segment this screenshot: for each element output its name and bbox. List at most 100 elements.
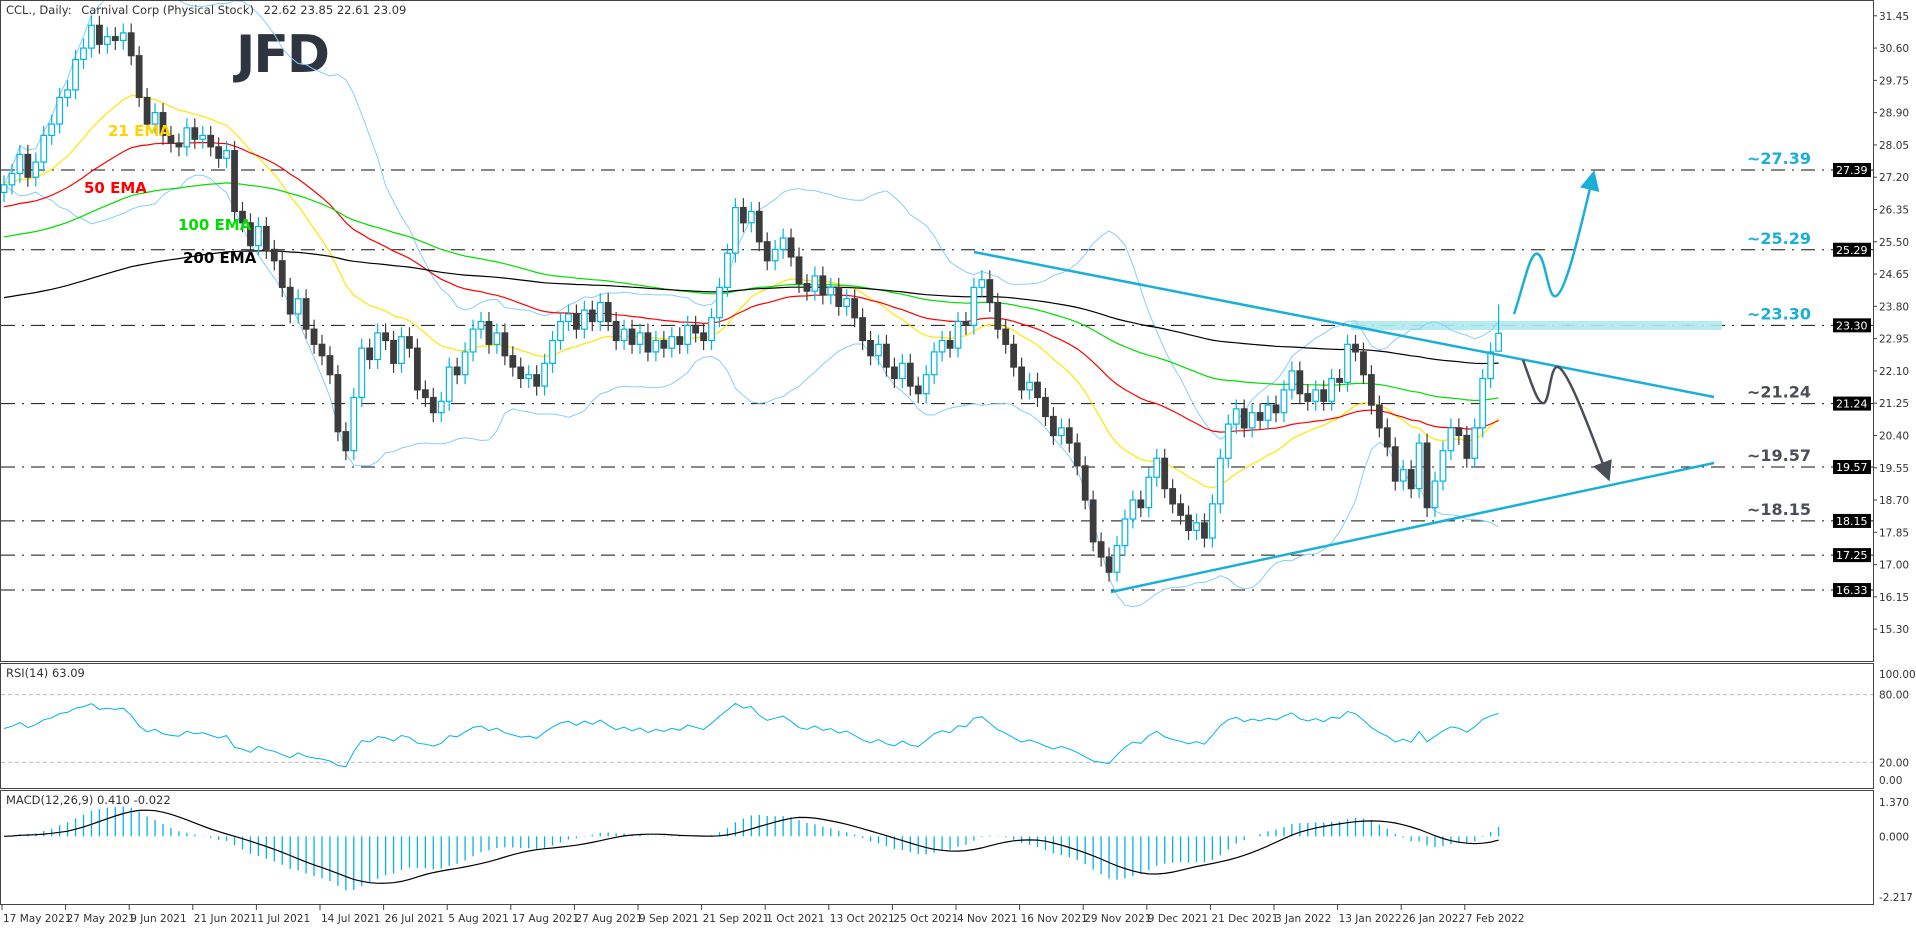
candle	[1280, 380, 1288, 423]
level-price-tag-text: 21.24	[1836, 398, 1868, 411]
candle	[604, 293, 612, 332]
level-price-tag	[1833, 583, 1871, 598]
candle	[374, 323, 382, 370]
price-tick-label: 23.80	[1879, 301, 1909, 313]
candle-body	[1312, 389, 1320, 402]
candle	[1081, 456, 1089, 510]
candle	[1232, 399, 1240, 434]
price-tick-label: 17.85	[1879, 527, 1909, 539]
candle	[390, 331, 397, 373]
candle-body	[414, 347, 421, 391]
level-price-tag-text: 25.29	[1836, 244, 1868, 257]
candle	[167, 125, 175, 153]
candle	[1201, 513, 1208, 548]
rsi-tick-label: 100.00	[1879, 669, 1916, 681]
level-price-tag	[1833, 318, 1871, 333]
date-tick-label: 13 Jan 2022	[1339, 913, 1402, 925]
candle-body	[1129, 499, 1137, 520]
candle-body	[914, 385, 922, 395]
candle-body	[620, 328, 628, 342]
candle	[1391, 437, 1399, 491]
price-tick-label: 27.20	[1879, 172, 1909, 184]
candle	[1463, 425, 1471, 468]
candle-body	[1049, 415, 1057, 437]
candle-body	[382, 332, 389, 342]
price-tick-label: 21.25	[1879, 398, 1909, 410]
candle-body	[779, 237, 787, 250]
bollinger-bands	[3, 1, 1499, 608]
candle-body	[1089, 499, 1097, 543]
rsi-title: RSI(14) 63.09	[6, 666, 85, 680]
candle	[867, 331, 874, 366]
candle	[660, 331, 668, 358]
candle-body	[366, 347, 374, 361]
resistance-zone	[1351, 321, 1722, 330]
candle-body	[787, 237, 795, 258]
date-tick-label: 14 Jul 2021	[321, 913, 380, 925]
candle	[1010, 334, 1018, 377]
candle-body	[1431, 480, 1439, 509]
candle-body	[898, 362, 906, 380]
candle	[1455, 418, 1463, 445]
candle-body	[644, 332, 652, 353]
candle-body	[294, 298, 302, 315]
candle-body	[1383, 427, 1391, 448]
candle	[16, 144, 24, 183]
candle	[692, 315, 700, 343]
candle-body	[859, 317, 866, 342]
candle	[175, 133, 183, 157]
level-label: ~18.15	[1747, 500, 1811, 519]
candle-body	[708, 317, 715, 342]
candle-body	[827, 286, 835, 296]
candle	[1304, 384, 1312, 411]
candle	[207, 125, 215, 157]
support-resistance-levels	[1, 169, 1873, 591]
price-tick-label: 15.30	[1879, 624, 1909, 636]
candle-body	[612, 320, 620, 342]
candle	[1018, 357, 1025, 400]
candle-body	[525, 374, 533, 380]
candle-body	[358, 347, 366, 399]
candle-body	[207, 134, 215, 148]
candle	[509, 346, 517, 377]
candle	[302, 289, 310, 339]
rsi-tick-label: 20.00	[1879, 757, 1909, 769]
candle	[843, 289, 851, 316]
candle-body	[596, 301, 604, 323]
ema-label: 100 EMA	[178, 216, 252, 234]
date-tick-label: 29 Nov 2021	[1084, 913, 1151, 925]
candle	[429, 388, 437, 423]
candle-body	[429, 396, 437, 414]
date-tick-label: 21 Jun 2021	[194, 913, 257, 925]
date-tick-label: 4 Nov 2021	[957, 913, 1018, 925]
candle-body	[159, 112, 167, 137]
candle	[1216, 448, 1224, 514]
candle-body	[1455, 427, 1463, 437]
date-tick-label: 27 May 2021	[67, 913, 135, 925]
price-tick-label: 16.15	[1879, 592, 1909, 604]
ema-21-line	[3, 94, 1500, 489]
candle	[684, 315, 692, 354]
candle	[1185, 505, 1192, 540]
candle-body	[517, 366, 525, 380]
date-tick-label: 13 Oct 2021	[830, 913, 895, 925]
candle-body	[477, 320, 485, 330]
price-tick-label: 24.65	[1879, 269, 1909, 281]
candle-body	[1423, 442, 1431, 509]
candle-body	[485, 320, 493, 345]
price-tick-label: 25.50	[1879, 237, 1909, 249]
candle-body	[1081, 465, 1089, 501]
candle	[270, 239, 278, 271]
candle	[127, 23, 135, 66]
candle	[1169, 479, 1177, 514]
candle	[215, 137, 223, 168]
candle	[779, 228, 787, 259]
candle	[652, 331, 660, 362]
candle	[978, 270, 986, 297]
candle-body	[938, 339, 946, 353]
bullish-scenario-arrow	[1512, 170, 1600, 315]
candle	[199, 125, 207, 149]
date-tick-label: 9 Dec 2021	[1148, 913, 1208, 925]
macd-tick-label: -2.217	[1879, 892, 1913, 904]
candle-body	[255, 225, 262, 247]
